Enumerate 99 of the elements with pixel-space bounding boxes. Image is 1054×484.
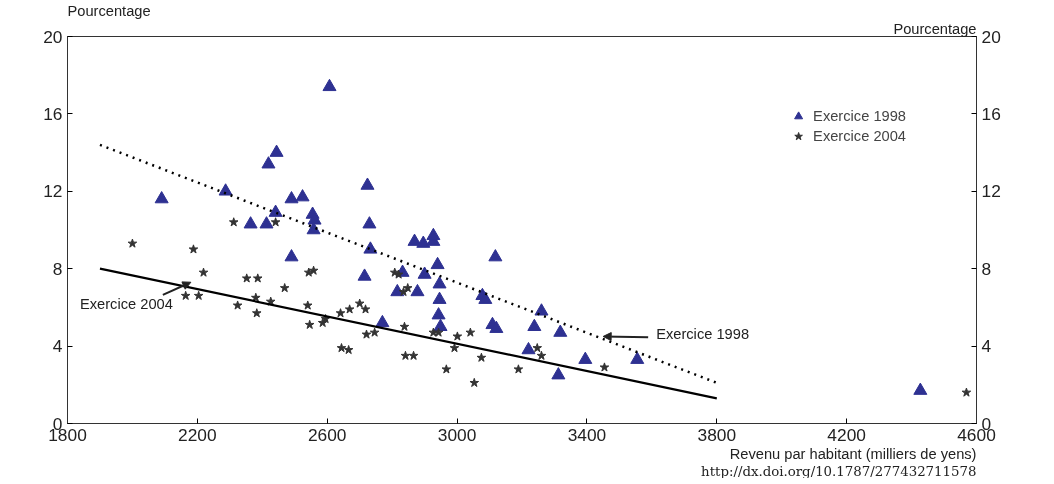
point	[532, 343, 543, 353]
point	[302, 300, 313, 310]
point	[322, 78, 337, 92]
y2-tick-label: 12	[981, 181, 1001, 202]
x-tick-label: 3400	[567, 424, 607, 445]
point	[375, 314, 390, 328]
point	[400, 350, 411, 360]
point	[398, 286, 409, 297]
point	[410, 283, 425, 297]
point	[469, 377, 480, 388]
point	[251, 292, 261, 302]
point	[243, 216, 258, 229]
point	[261, 156, 276, 169]
point	[270, 217, 281, 227]
point	[180, 290, 191, 300]
y-tick-label: 8	[52, 258, 63, 279]
annotation: Exercice 1998	[656, 326, 750, 343]
point	[127, 238, 138, 248]
point	[232, 300, 243, 310]
point	[343, 344, 354, 355]
x-tick-label: 2600	[307, 424, 347, 445]
point	[489, 320, 504, 333]
point	[913, 382, 928, 395]
point	[551, 367, 566, 380]
point	[369, 327, 380, 337]
point	[284, 191, 299, 204]
point	[399, 321, 410, 331]
point	[599, 362, 610, 372]
x-tick-label: 4200	[827, 424, 866, 445]
point	[218, 183, 233, 196]
point	[441, 364, 452, 374]
legend-label: Exercice 1998	[813, 108, 906, 124]
point	[521, 341, 536, 355]
point	[408, 350, 419, 360]
point	[336, 343, 347, 353]
legend-label: Exercice 2004	[813, 128, 906, 144]
point	[198, 267, 209, 277]
point	[449, 343, 460, 353]
x-tick-label: 2200	[178, 424, 217, 445]
point	[407, 233, 422, 246]
point	[188, 244, 199, 254]
point	[553, 324, 568, 337]
annotation: Exercice 2004	[79, 295, 173, 312]
point	[335, 308, 346, 318]
point	[279, 283, 290, 293]
point	[251, 308, 262, 318]
point	[193, 290, 204, 300]
y-tick-label: 12	[43, 181, 63, 202]
point	[432, 276, 447, 289]
point	[228, 217, 239, 227]
point	[430, 256, 445, 270]
point	[536, 350, 547, 360]
y2-tick-label: 4	[981, 336, 992, 357]
point	[432, 291, 447, 304]
y2-tick-label: 16	[981, 103, 1001, 124]
text: http://dx.doi.org/10.1787/277432711578	[701, 463, 977, 479]
point	[488, 249, 503, 262]
point	[431, 307, 446, 320]
y2-tick-label: 8	[981, 258, 992, 279]
point	[295, 189, 310, 202]
point	[362, 216, 377, 229]
point	[513, 364, 524, 374]
point	[476, 352, 487, 362]
point	[478, 291, 493, 304]
point	[241, 273, 252, 283]
point	[304, 319, 315, 329]
point	[416, 235, 431, 248]
y-tick-label: 4	[52, 336, 63, 357]
point	[360, 177, 375, 190]
point	[361, 329, 372, 339]
point	[433, 327, 444, 337]
point	[360, 304, 371, 314]
y-tick-label: 20	[43, 26, 63, 47]
point	[154, 191, 169, 204]
point	[630, 351, 645, 364]
y-axis-title: Pourcentage	[67, 2, 151, 19]
point	[269, 144, 284, 157]
point	[402, 283, 413, 293]
point	[961, 387, 972, 397]
point	[252, 273, 263, 283]
point	[284, 249, 299, 262]
x-tick-label: 3800	[697, 424, 737, 445]
y-tick-label: 16	[43, 103, 63, 124]
y2-axis-title: Pourcentage	[893, 20, 977, 37]
point	[357, 268, 372, 281]
point	[259, 216, 274, 229]
point	[578, 351, 593, 364]
point	[308, 265, 319, 275]
point	[452, 331, 463, 341]
point	[465, 327, 476, 337]
x-tick-label: 3000	[437, 424, 477, 445]
x-axis-title: Revenu par habitant (milliers de yens)	[729, 445, 977, 462]
point	[354, 298, 365, 308]
point	[426, 227, 441, 241]
point	[417, 266, 432, 279]
y2-tick-label: 20	[981, 26, 1001, 47]
point	[534, 303, 549, 316]
point	[344, 304, 355, 314]
point	[527, 318, 542, 331]
